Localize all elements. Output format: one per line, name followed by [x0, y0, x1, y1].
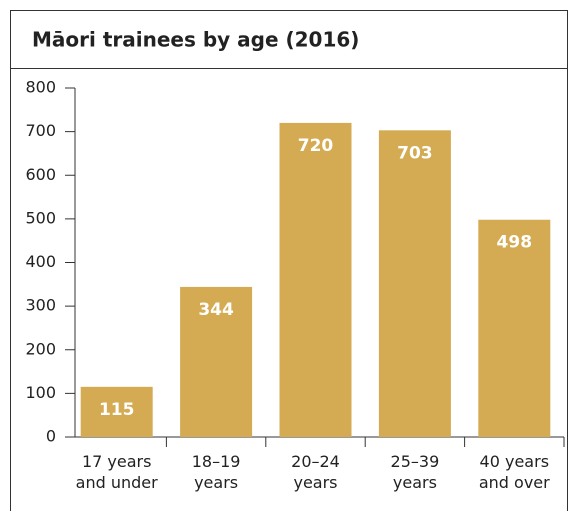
y-tick-label: 500 — [25, 208, 56, 227]
bar-value-label: 720 — [298, 136, 334, 156]
x-tick-label: 17 years and under — [75, 452, 158, 492]
y-tick-label: 800 — [25, 78, 56, 97]
bar-value-label: 344 — [198, 300, 234, 320]
bar-value-label: 115 — [99, 400, 135, 420]
y-tick-label: 200 — [25, 339, 56, 358]
y-tick-label: 300 — [25, 296, 56, 315]
bar-value-label: 703 — [397, 143, 433, 163]
y-tick-label: 0 — [46, 427, 56, 446]
bar — [478, 219, 551, 437]
x-tick-label: 20–24 years — [291, 452, 340, 492]
x-tick-label: 25–39 years — [390, 452, 440, 492]
frame — [10, 10, 568, 511]
y-tick-label: 100 — [25, 383, 56, 402]
chart-title: Māori trainees by age (2016) — [32, 28, 359, 52]
bar-value-label: 498 — [497, 233, 533, 253]
y-tick-label: 700 — [25, 121, 56, 140]
x-tick-label: 40 years and over — [478, 452, 550, 492]
bar — [180, 286, 253, 437]
bar — [80, 386, 153, 437]
y-tick-label: 400 — [25, 252, 56, 271]
x-tick-label: 18–19 years — [191, 452, 241, 492]
bar — [279, 122, 352, 438]
y-tick-label: 600 — [25, 165, 56, 184]
bar — [378, 130, 451, 437]
